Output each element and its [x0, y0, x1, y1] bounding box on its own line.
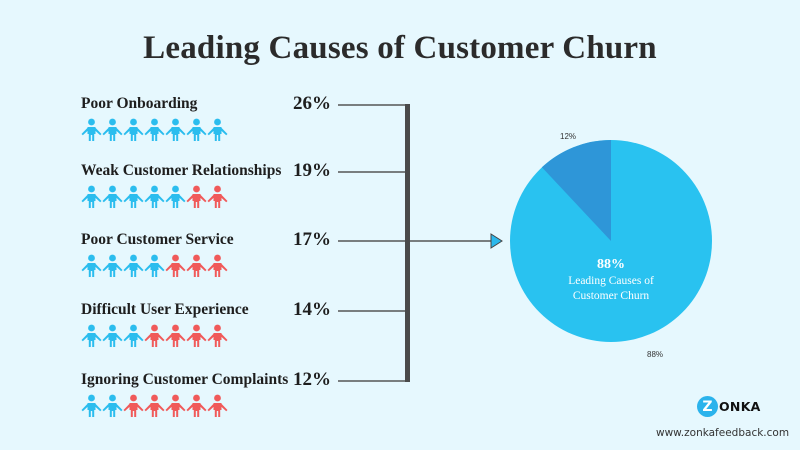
person-blue-icon [165, 185, 186, 209]
person-blue-icon [123, 185, 144, 209]
pie-center-label: 88% Leading Causes of Customer Churn [541, 256, 681, 304]
people-pictogram [81, 324, 228, 348]
person-red-icon [186, 185, 207, 209]
person-red-icon [186, 324, 207, 348]
person-blue-icon [207, 118, 228, 142]
person-blue-icon [102, 254, 123, 278]
arrow-icon [490, 233, 503, 249]
logo-text: ONKA [719, 399, 761, 414]
cause-percent: 17% [293, 229, 331, 250]
person-blue-icon [186, 118, 207, 142]
person-blue-icon [144, 254, 165, 278]
connector-bar [405, 104, 410, 382]
person-blue-icon [81, 324, 102, 348]
cause-percent: 14% [293, 299, 331, 320]
person-blue-icon [81, 254, 102, 278]
cause-label: Poor Onboarding [81, 95, 198, 112]
person-blue-icon [102, 118, 123, 142]
person-red-icon [207, 394, 228, 418]
pie-center-text-2: Customer Churn [572, 290, 650, 302]
people-pictogram [81, 185, 228, 209]
cause-percent: 19% [293, 160, 331, 181]
logo-z-icon: Z [697, 396, 718, 417]
cause-percent: 12% [293, 369, 331, 390]
connector-lines [338, 104, 492, 382]
pie-center-text-1: Leading Causes of [568, 275, 654, 287]
cause-percent: 26% [293, 93, 331, 114]
website-url: www.zonkafeedback.com [656, 427, 790, 439]
pie-slice-label-12: 12% [560, 132, 577, 141]
person-blue-icon [144, 118, 165, 142]
person-blue-icon [144, 185, 165, 209]
person-blue-icon [102, 185, 123, 209]
person-red-icon [123, 394, 144, 418]
person-red-icon [144, 324, 165, 348]
person-red-icon [207, 254, 228, 278]
person-blue-icon [81, 118, 102, 142]
person-blue-icon [102, 324, 123, 348]
people-pictogram [81, 254, 228, 278]
pie-slice-label-88: 88% [647, 350, 664, 359]
person-blue-icon [123, 324, 144, 348]
person-red-icon [186, 394, 207, 418]
person-blue-icon [102, 394, 123, 418]
person-blue-icon [165, 118, 186, 142]
cause-label: Difficult User Experience [81, 301, 249, 318]
person-red-icon [207, 185, 228, 209]
page-title: Leading Causes of Customer Churn [143, 30, 657, 66]
person-blue-icon [81, 185, 102, 209]
people-pictogram [81, 394, 228, 418]
person-blue-icon [81, 394, 102, 418]
person-blue-icon [123, 118, 144, 142]
pie-chart [510, 139, 712, 342]
cause-label: Poor Customer Service [81, 231, 234, 248]
zonka-logo: Z ONKA [697, 396, 761, 417]
people-pictogram [81, 118, 228, 142]
person-red-icon [165, 324, 186, 348]
cause-label: Ignoring Customer Complaints [81, 371, 289, 388]
pie-center-pct: 88% [597, 257, 625, 272]
person-red-icon [207, 324, 228, 348]
person-blue-icon [123, 254, 144, 278]
pie-slice-12 [541, 139, 611, 241]
person-red-icon [165, 394, 186, 418]
cause-label: Weak Customer Relationships [81, 162, 282, 179]
person-red-icon [186, 254, 207, 278]
person-red-icon [165, 254, 186, 278]
person-red-icon [144, 394, 165, 418]
